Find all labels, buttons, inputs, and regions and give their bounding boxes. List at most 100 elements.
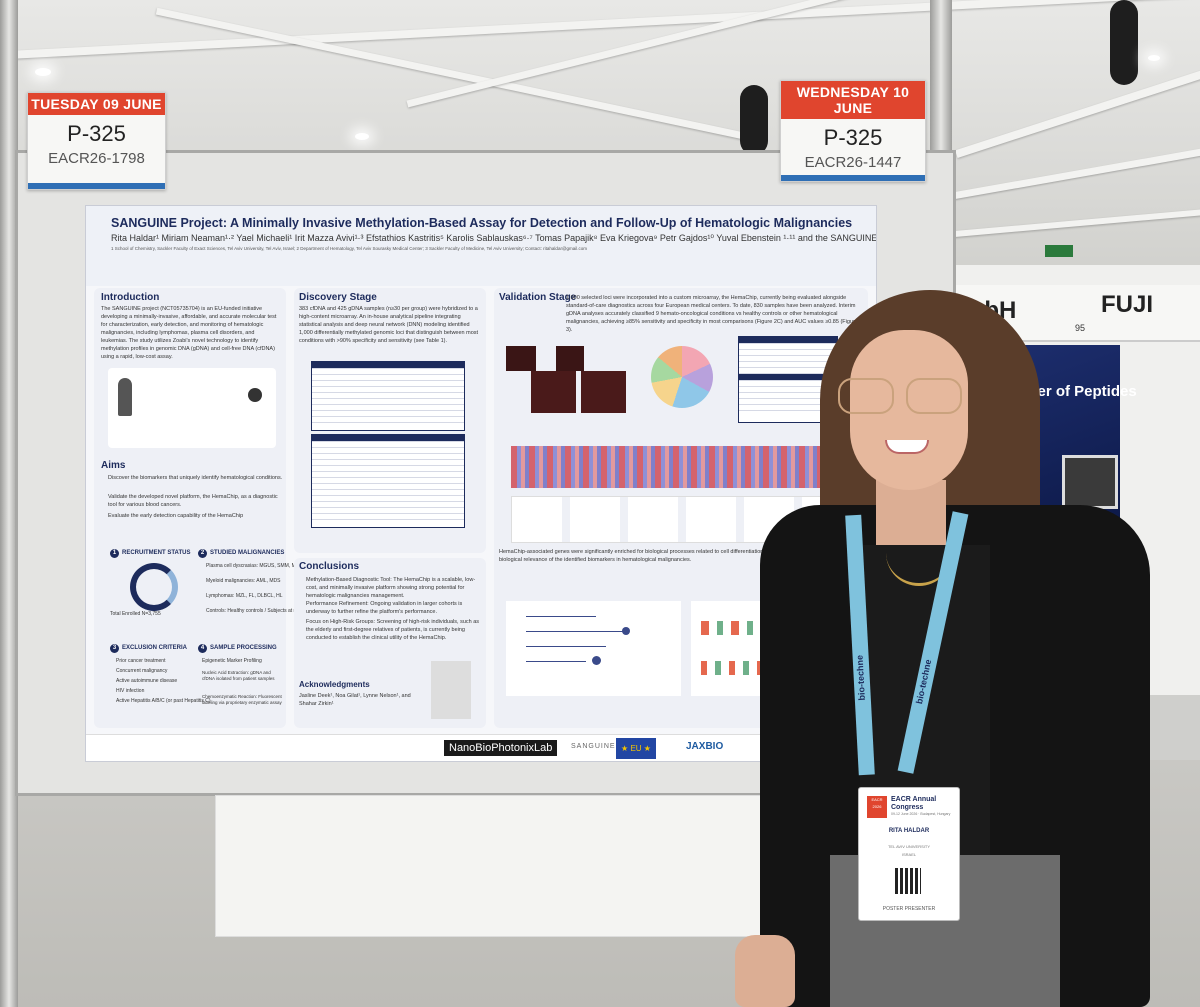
date-card-day: WEDNESDAY 10 JUNE: [781, 81, 925, 119]
studied-item: Plasma cell dyscrasias: MGUS, SMM, MM: [206, 563, 300, 569]
studied-item: Lymphomas: MZL, FL, DLBCL, HL: [206, 593, 283, 599]
studied-item: Myeloid malignancies: AML, MDS: [206, 578, 281, 584]
microarray-image: [581, 371, 626, 413]
discovery-table-top: [311, 361, 465, 431]
sanguine-logo: SANGUINE: [571, 743, 616, 750]
jaxbio-logo: JAXBIO: [686, 741, 724, 752]
introduction-text: The SANGUINE project (NCT05735704) is an…: [101, 306, 277, 360]
validation-text-2: HemaChip-associated genes were significa…: [499, 549, 864, 563]
board-post: [0, 0, 18, 1007]
lanyard-text: bio-techne: [854, 654, 867, 701]
name-badge: EACR 2026 EACR Annual Congress 09-12 Jun…: [858, 787, 960, 921]
sample-item: Nucleic Acid Extraction: gDNA and cfDNA …: [202, 670, 275, 681]
studied-title: 2 STUDIED MALIGNANCIES: [198, 549, 284, 558]
exclusion-item: Active autoimmune disease: [116, 678, 178, 684]
ceiling-duct: [740, 85, 768, 155]
conclusion-item: Methylation-Based Diagnostic Tool: The H…: [306, 577, 476, 599]
badge-event-date: 09-12 June 2026 · Budapest, Hungary: [891, 812, 951, 816]
enrichment-dot-plot: [506, 601, 681, 696]
aim-item: Evaluate the early detection capability …: [108, 513, 244, 519]
exclusion-item: Concurrent malignancy: [116, 668, 168, 674]
booth-number: 95: [1075, 323, 1086, 333]
booth-sign-right: FUJI: [1101, 291, 1154, 318]
studied-title-text: STUDIED MALIGNANCIES: [210, 550, 285, 556]
paper-sheet: [215, 795, 777, 937]
poster-title: SANGUINE Project: A Minimally Invasive M…: [111, 216, 853, 230]
exit-sign: [1045, 245, 1073, 257]
sample-item: Epigenetic Marker Profiling: [202, 658, 262, 664]
exclusion-item: HIV infection: [116, 688, 145, 694]
badge-affiliation: TEL AVIV UNIVERSITY: [887, 844, 930, 849]
badge-country: ISRAEL: [901, 852, 917, 857]
person-hand: [735, 935, 795, 1007]
acknowledgments-text: Jasline Deek¹, Noa Gilat¹, Lynne Nelson¹…: [299, 693, 411, 707]
research-poster: SANGUINE Project: A Minimally Invasive M…: [85, 205, 877, 762]
eacr-logo: EACR 2026: [867, 796, 887, 818]
microarray-images: [506, 341, 626, 421]
ceiling-light: [1148, 55, 1160, 61]
recruitment-donut: [130, 563, 178, 611]
date-card-day: TUESDAY 09 JUNE: [28, 93, 165, 115]
ceiling-duct: [1110, 0, 1138, 85]
booth-tablet: [1062, 455, 1118, 509]
eu-flag-logo: ★ EU ★: [616, 738, 656, 759]
exclusion-item: Prior cancer treatment: [116, 658, 166, 664]
abstract-code: EACR26-1798: [48, 150, 145, 167]
necklace: [886, 545, 952, 586]
aim-item: Validate the developed novel platform, t…: [108, 494, 278, 508]
introduction-title: Introduction: [101, 292, 160, 303]
abstract-code: EACR26-1447: [804, 154, 902, 171]
ceiling-light: [355, 133, 369, 140]
intro-figure: [108, 368, 276, 448]
ceiling-light: [35, 68, 51, 76]
person-neck: [876, 480, 946, 550]
aims-title: Aims: [101, 460, 126, 471]
acknowledgments-title: Acknowledgments: [299, 680, 370, 689]
microarray-image: [506, 346, 536, 371]
sample-title-text: SAMPLE PROCESSING: [210, 645, 277, 651]
discovery-table-bottom: [311, 434, 465, 528]
qr-code-icon: [895, 868, 921, 894]
poster-number: P-325: [823, 125, 883, 150]
poster-number: P-325: [67, 121, 126, 146]
validation-text: 1,000 selected loci were incorporated in…: [566, 295, 858, 333]
card-stripe: [28, 183, 165, 189]
microarray-chip-icon: [248, 388, 262, 402]
sample-item: Chemoenzymatic Reaction: Fluorescent lab…: [202, 694, 282, 705]
heatmap-strip: [511, 446, 856, 488]
card-stripe: [781, 175, 925, 181]
badge-role: POSTER PRESENTER: [882, 906, 936, 912]
exclusion-title-text: EXCLUSION CRITERIA: [122, 645, 188, 651]
validation-title: Validation Stage: [499, 292, 577, 303]
conclusion-item: Focus on High-Risk Groups: Screening of …: [306, 619, 480, 641]
samples-pie-chart: [651, 346, 713, 408]
sponsor-logo-bar: NanoBioPhotonixLab SANGUINE ★ EU ★ JAXBI…: [86, 734, 876, 761]
poster-left-column: [94, 288, 286, 728]
date-card-tuesday: TUESDAY 09 JUNE P-325 EACR26-1798: [27, 92, 166, 190]
poster-affiliations: 1 School of Chemistry, Sackler Faculty o…: [111, 246, 588, 251]
recruitment-total: Total Enrolled N=3,755: [110, 611, 161, 617]
badge-brand: EACR Annual Congress: [891, 796, 937, 811]
microarray-image: [556, 346, 584, 371]
discovery-title: Discovery Stage: [299, 292, 377, 303]
conclusions-title: Conclusions: [299, 561, 360, 572]
microarray-image: [531, 371, 576, 413]
patient-figure-icon: [118, 378, 132, 416]
nanobiophotonix-logo: NanoBioPhotonixLab: [444, 740, 558, 756]
recruitment-title-text: RECRUITMENT STATUS: [122, 550, 191, 556]
date-card-wednesday: WEDNESDAY 10 JUNE P-325 EACR26-1447: [780, 80, 926, 182]
poster-authors: Rita Haldar¹ Miriam Neaman¹·² Yael Micha…: [111, 233, 877, 243]
glasses-icon: [838, 378, 966, 414]
exclusion-item: Active Hepatitis A/B/C (or past Hepatiti…: [116, 698, 211, 704]
aim-item: Discover the biomarkers that uniquely id…: [108, 475, 283, 481]
acknowledgment-photo: [431, 661, 471, 719]
badge-name: RITA HALDAR: [888, 828, 930, 834]
exclusion-title: 3 EXCLUSION CRITERIA: [110, 644, 187, 653]
poster-header: [86, 206, 876, 286]
sample-title: 4 SAMPLE PROCESSING: [198, 644, 277, 653]
conclusion-item: Performance Refinement: Ongoing validati…: [306, 601, 463, 615]
studied-item: Controls: Healthy controls / Subjects at…: [206, 608, 302, 614]
discovery-text: 383 cfDNA and 425 gDNA samples (n≥30 per…: [299, 306, 479, 344]
recruitment-title: 1 RECRUITMENT STATUS: [110, 549, 190, 558]
